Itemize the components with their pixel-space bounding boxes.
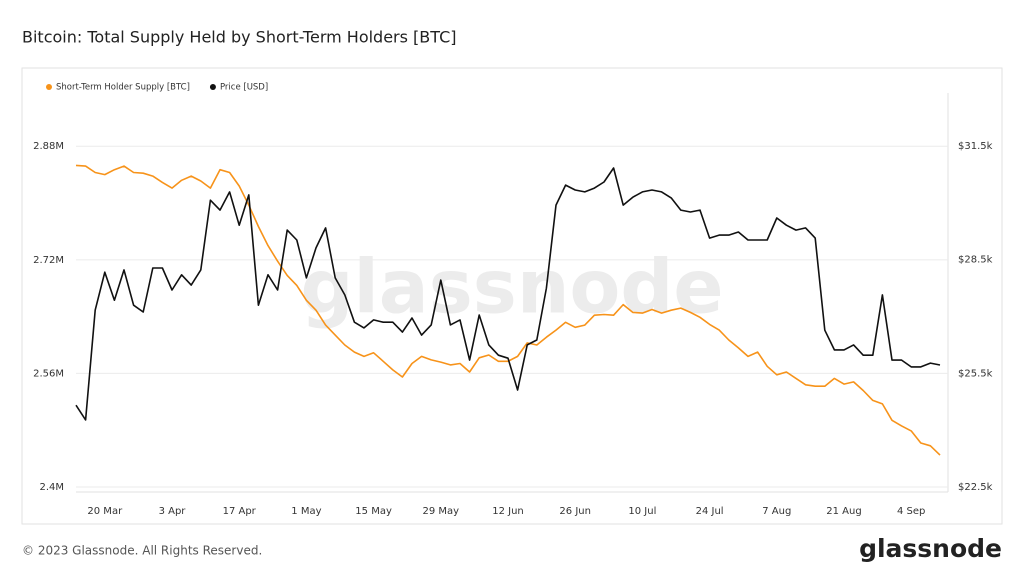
x-tick-label: 21 Aug [826,506,861,517]
x-tick-label: 26 Jun [559,506,591,517]
legend-label: Short-Term Holder Supply [BTC] [56,83,190,93]
x-tick-label: 3 Apr [159,506,187,517]
x-tick-label: 4 Sep [897,506,925,517]
y2-tick-label: $31.5k [958,141,993,152]
x-tick-label: 24 Jul [696,506,724,517]
y-tick-label: 2.72M [33,255,64,266]
chart-title: Bitcoin: Total Supply Held by Short-Term… [22,28,457,47]
y-tick-label: 2.4M [39,482,64,493]
y-tick-label: 2.56M [33,368,64,379]
x-tick-label: 10 Jul [628,506,656,517]
legend-label: Price [USD] [220,83,268,93]
copyright: © 2023 Glassnode. All Rights Reserved. [22,544,262,558]
legend-marker [46,84,52,90]
x-tick-label: 1 May [291,506,321,517]
x-tick-label: 20 Mar [87,506,123,517]
watermark: glassnode [300,245,723,331]
x-tick-label: 7 Aug [762,506,791,517]
logo: glassnode [859,534,1002,563]
x-tick-label: 15 May [355,506,392,517]
x-tick-label: 12 Jun [492,506,524,517]
y2-tick-label: $22.5k [958,482,993,493]
y2-tick-label: $28.5k [958,255,993,266]
y2-tick-label: $25.5k [958,368,993,379]
series-line [75,164,941,456]
x-tick-label: 17 Apr [223,506,257,517]
chart-panel [21,67,1003,525]
y-tick-label: 2.88M [33,141,64,152]
series-line [75,167,941,421]
legend-marker [209,84,216,90]
x-tick-label: 29 May [423,506,460,517]
